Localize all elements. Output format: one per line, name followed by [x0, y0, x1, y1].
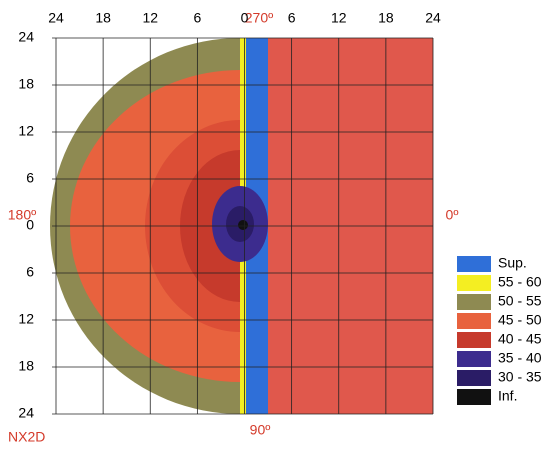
- legend-swatch: [457, 351, 491, 367]
- legend-swatch: [457, 256, 491, 272]
- legend-swatch: [457, 313, 491, 329]
- left-tick-label: 12: [18, 123, 34, 139]
- grid: [52, 37, 434, 415]
- center: [238, 220, 248, 230]
- legend-swatch: [457, 389, 491, 405]
- left-tick-label: 24: [18, 405, 34, 421]
- top-tick-label: 18: [95, 10, 111, 26]
- legend-label: 30 - 35: [498, 369, 542, 385]
- angle-bottom: 90º: [250, 422, 271, 438]
- legend-swatch: [457, 370, 491, 386]
- legend-swatch: [457, 294, 491, 310]
- legend-label: Sup.: [498, 255, 527, 271]
- top-tick-label: 6: [288, 10, 296, 26]
- legend-label: Inf.: [498, 388, 517, 404]
- legend-swatch: [457, 275, 491, 291]
- left-tick-label: 6: [26, 264, 34, 280]
- legend-label: 50 - 55: [498, 293, 542, 309]
- top-tick-label: 0: [241, 10, 249, 26]
- left-tick-label: 18: [18, 76, 34, 92]
- left-tick-label: 0: [26, 217, 34, 233]
- angle-right: 0º: [446, 207, 459, 223]
- legend-label: 55 - 60: [498, 274, 542, 290]
- top-tick-label: 12: [331, 10, 347, 26]
- angle-left: 180º: [8, 207, 36, 223]
- legend-label: 35 - 40: [498, 350, 542, 366]
- top-tick-label: 6: [193, 10, 201, 26]
- caption: NX2D: [8, 429, 45, 445]
- left-tick-label: 18: [18, 358, 34, 374]
- top-tick-label: 12: [142, 10, 158, 26]
- top-tick-label: 24: [48, 10, 64, 26]
- left-tick-label: 24: [18, 29, 34, 45]
- legend-label: 45 - 50: [498, 312, 542, 328]
- angle-top: 270º: [245, 10, 273, 26]
- left-tick-label: 6: [26, 170, 34, 186]
- top-tick-label: 18: [378, 10, 394, 26]
- legend-swatch: [457, 332, 491, 348]
- top-tick-label: 24: [425, 10, 441, 26]
- left-tick-label: 12: [18, 311, 34, 327]
- legend-label: 40 - 45: [498, 331, 542, 347]
